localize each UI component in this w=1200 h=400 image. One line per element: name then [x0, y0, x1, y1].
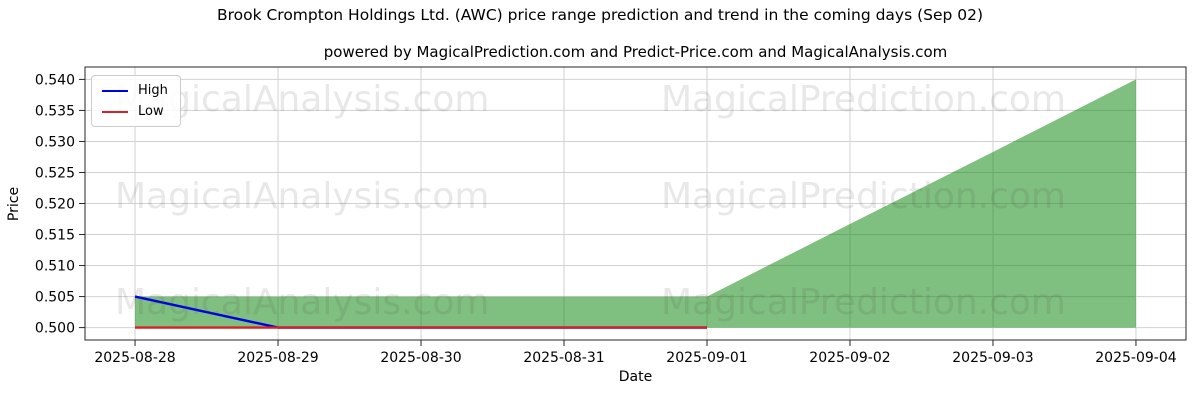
y-tick-label: 0.500 — [35, 321, 75, 337]
x-tick-label: 2025-08-30 — [380, 350, 461, 366]
y-tick-label: 0.505 — [35, 290, 75, 306]
y-tick-label: 0.540 — [35, 72, 75, 88]
prediction-band — [135, 79, 1136, 328]
y-tick-label: 0.520 — [35, 197, 75, 213]
y-tick-label: 0.530 — [35, 134, 75, 150]
low-line-swatch — [102, 110, 128, 113]
legend-label-high: High — [138, 83, 168, 98]
x-axis-label: Date — [618, 369, 653, 385]
y-tick-label: 0.515 — [35, 228, 75, 244]
y-axis-label: Price — [6, 186, 22, 222]
legend: High Low — [91, 75, 181, 127]
x-tick-label: 2025-09-03 — [952, 350, 1033, 366]
x-tick-label: 2025-08-31 — [523, 350, 604, 366]
x-tick-label: 2025-09-02 — [809, 350, 890, 366]
legend-label-low: Low — [138, 104, 164, 119]
legend-item-high: High — [102, 83, 168, 98]
y-tick-label: 0.525 — [35, 165, 75, 181]
y-tick-label: 0.535 — [35, 103, 75, 119]
chart-subtitle: powered by MagicalPrediction.com and Pre… — [323, 43, 948, 61]
x-tick-label: 2025-09-04 — [1095, 350, 1176, 366]
x-tick-label: 2025-08-29 — [237, 350, 318, 366]
chart-title: Brook Crompton Holdings Ltd. (AWC) price… — [216, 6, 984, 24]
y-tick-label: 0.510 — [35, 259, 75, 275]
x-tick-label: 2025-08-28 — [94, 350, 175, 366]
x-tick-label: 2025-09-01 — [666, 350, 747, 366]
legend-item-low: Low — [102, 104, 168, 119]
high-line-swatch — [102, 89, 128, 92]
